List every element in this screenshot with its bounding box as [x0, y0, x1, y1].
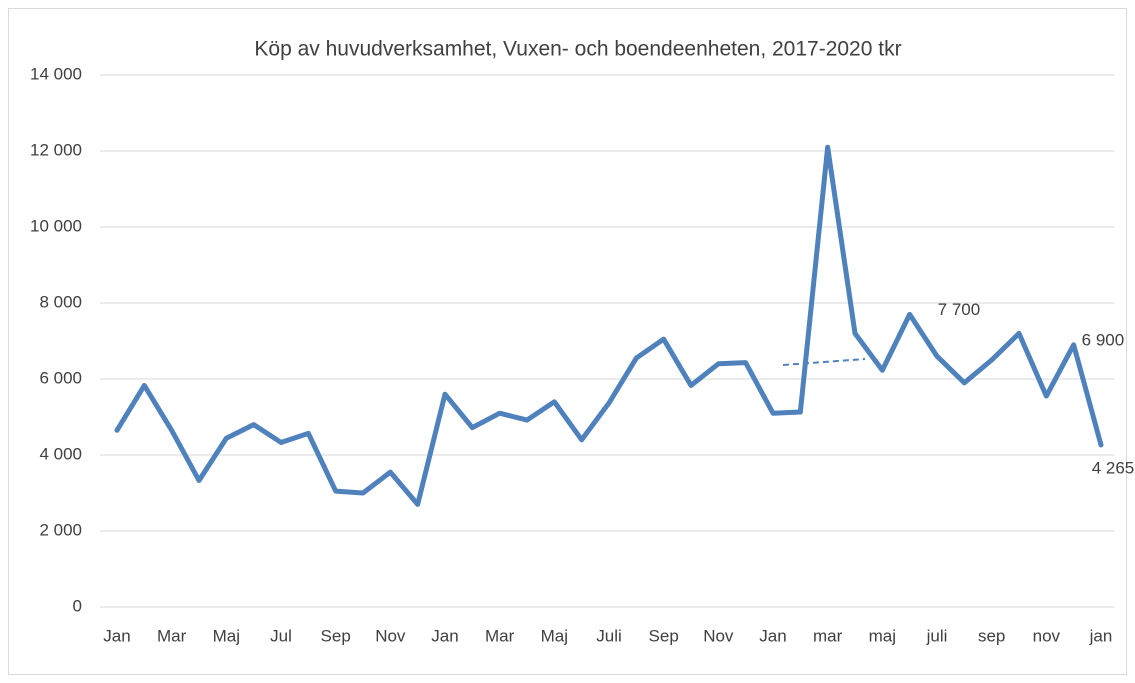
x-tick-label: Jan	[759, 626, 786, 645]
x-tick-label: juli	[926, 626, 948, 645]
x-tick-label: Nov	[703, 626, 734, 645]
x-tick-label: jan	[1089, 626, 1113, 645]
chart-frame	[8, 8, 1127, 675]
y-tick-label: 6 000	[39, 368, 82, 387]
x-tick-label: Maj	[213, 626, 240, 645]
data-label: 4 265	[1092, 458, 1135, 477]
line-series	[114, 144, 1104, 507]
x-tick-label: Jul	[270, 626, 292, 645]
y-tick-label: 2 000	[39, 520, 82, 539]
y-tick-label: 10 000	[30, 216, 82, 235]
x-tick-label: Sep	[321, 626, 351, 645]
x-tick-label: Mar	[157, 626, 187, 645]
x-tick-label: mar	[813, 626, 843, 645]
x-tick-label: maj	[869, 626, 896, 645]
x-tick-label: Sep	[649, 626, 679, 645]
x-tick-label: Jan	[431, 626, 458, 645]
data-label: 7 700	[938, 300, 981, 319]
x-tick-label: Nov	[375, 626, 406, 645]
data-label: 6 900	[1082, 330, 1125, 349]
x-tick-label: Maj	[541, 626, 568, 645]
y-tick-label: 12 000	[30, 140, 82, 159]
y-tick-label: 14 000	[30, 64, 82, 83]
x-tick-label: Juli	[596, 626, 622, 645]
y-tick-label: 4 000	[39, 444, 82, 463]
x-tick-label: sep	[978, 626, 1005, 645]
chart-title: Köp av huvudverksamhet, Vuxen- och boend…	[254, 38, 901, 61]
x-tick-label: Jan	[103, 626, 130, 645]
y-tick-label: 8 000	[39, 292, 82, 311]
x-tick-label: nov	[1033, 626, 1061, 645]
trend-line	[782, 358, 866, 366]
y-tick-label: 0	[73, 596, 82, 615]
x-tick-label: Mar	[485, 626, 515, 645]
